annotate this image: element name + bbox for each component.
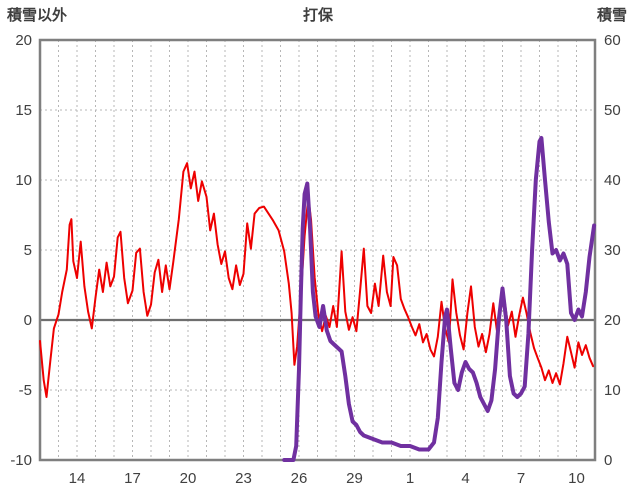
x-tick-label: 10 (568, 470, 585, 487)
left-y-tick-label: 20 (15, 32, 32, 49)
right-y-tick-label: 30 (604, 242, 621, 259)
right-axis-title: 積雪 (596, 7, 627, 24)
x-tick-label: 4 (461, 470, 469, 487)
right-y-tick-label: 20 (604, 312, 621, 329)
left-y-tick-label: 0 (24, 312, 32, 329)
left-y-tick-label: 10 (15, 172, 32, 189)
left-axis-title: 積雪以外 (7, 7, 68, 24)
right-y-tick-label: 60 (604, 32, 621, 49)
series-snow-depth-line (282, 136, 597, 462)
right-y-tick-label: 50 (604, 102, 621, 119)
left-y-tick-label: 5 (24, 242, 32, 259)
x-tick-label: 23 (235, 470, 252, 487)
chart-title: 打保 (302, 7, 333, 24)
left-y-tick-label: -10 (10, 452, 32, 469)
x-tick-label: 17 (124, 470, 141, 487)
plot-border (38, 38, 597, 462)
right-y-tick-label: 0 (604, 452, 612, 469)
x-tick-label: 14 (69, 470, 86, 487)
x-tick-label: 1 (406, 470, 414, 487)
right-y-tick-label: 10 (604, 382, 621, 399)
x-tick-label: 20 (180, 470, 197, 487)
x-tick-label: 7 (517, 470, 525, 487)
x-tick-label: 29 (346, 470, 363, 487)
x-tick-label: 26 (291, 470, 308, 487)
left-y-tick-label: -5 (19, 382, 32, 399)
right-y-tick-label: 40 (604, 172, 621, 189)
left-y-tick-label: 15 (15, 102, 32, 119)
